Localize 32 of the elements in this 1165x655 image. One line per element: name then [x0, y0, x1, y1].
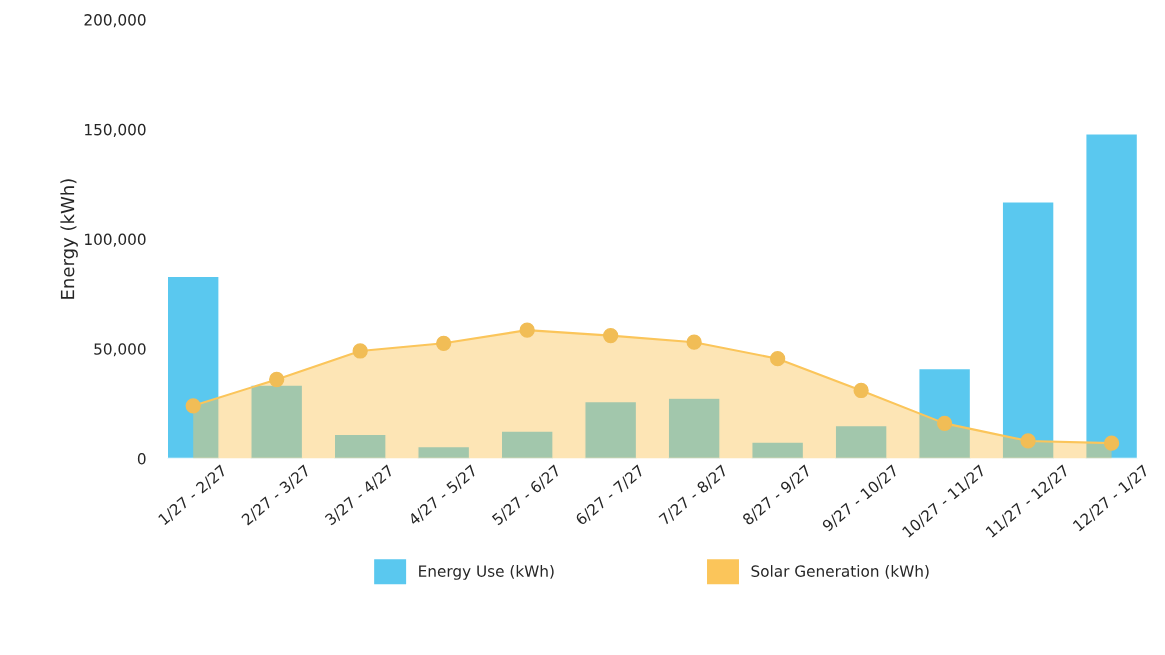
- point: [769, 351, 786, 367]
- y-tick-label: 100,000: [85, 233, 146, 247]
- point: [519, 322, 535, 338]
- bar: [584, 400, 638, 459]
- y-tick-label: 0: [137, 452, 146, 465]
- point: [936, 415, 953, 432]
- bar: [918, 367, 972, 459]
- y-tick-label: 200,000: [84, 14, 146, 28]
- point: [436, 335, 452, 351]
- bar: [333, 433, 387, 459]
- point: [603, 327, 619, 344]
- bar: [1001, 201, 1055, 459]
- bar: [250, 384, 304, 459]
- bar: [417, 445, 471, 459]
- bar: [667, 397, 721, 459]
- y-tick-label: 50,000: [94, 343, 146, 357]
- point: [269, 371, 285, 388]
- y-axis-title: Energy (kWh): [60, 179, 78, 299]
- point: [686, 334, 702, 350]
- point: [352, 343, 368, 359]
- point: [1103, 435, 1120, 451]
- legend-label: Energy Use (kWh): [419, 565, 554, 580]
- point: [853, 382, 869, 399]
- bar: [834, 424, 888, 459]
- bar: [1085, 133, 1139, 459]
- bar: [166, 275, 220, 459]
- y-tick-label: 150,000: [85, 123, 146, 137]
- bar: [751, 441, 805, 459]
- bar: [500, 430, 554, 459]
- point: [1020, 433, 1036, 449]
- point: [185, 398, 201, 414]
- legend-label: Solar Generation (kWh): [751, 565, 929, 579]
